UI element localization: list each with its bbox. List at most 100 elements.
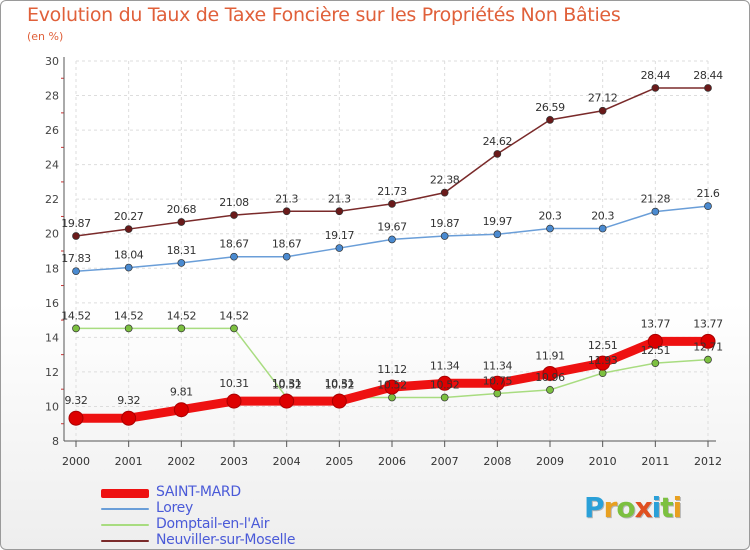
data-point: [437, 375, 453, 391]
x-tick-label: 2011: [641, 455, 669, 468]
data-label: 10.31: [272, 377, 302, 390]
data-label: 12.51: [641, 344, 671, 357]
data-point: [493, 150, 502, 158]
data-label: 14.52: [61, 309, 91, 322]
data-point: [72, 267, 80, 276]
data-point: [282, 252, 291, 261]
data-point: [335, 244, 344, 252]
data-label: 14.52: [219, 309, 249, 322]
data-point: [279, 393, 295, 409]
data-point: [282, 207, 291, 216]
data-point: [173, 402, 189, 418]
legend-label: Neuviller-sur-Moselle: [156, 532, 296, 548]
data-point: [651, 359, 660, 367]
data-point: [230, 211, 238, 219]
data-point: [68, 410, 84, 426]
legend-label: Lorey: [156, 500, 193, 516]
x-tick-label: 2002: [167, 455, 195, 468]
data-label: 13.77: [641, 317, 671, 330]
data-point: [704, 202, 712, 210]
x-tick-label: 2008: [483, 455, 511, 468]
data-label: 27.12: [588, 92, 618, 105]
data-point: [121, 410, 137, 426]
logo-letter: r: [603, 491, 618, 524]
data-point: [598, 224, 607, 233]
logo-letter: i: [651, 491, 662, 524]
y-tick-label: 24: [45, 159, 59, 172]
data-label: 10.52: [272, 378, 302, 391]
y-tick-label: 20: [45, 228, 59, 241]
chart-subtitle: (en %): [27, 30, 64, 43]
y-tick-label: 12: [45, 366, 59, 379]
data-point: [546, 386, 554, 394]
data-label: 11.93: [588, 354, 618, 367]
data-point: [651, 207, 660, 216]
data-label: 21.73: [377, 185, 407, 198]
data-point: [651, 84, 660, 92]
data-label: 11.34: [430, 359, 460, 372]
data-point: [177, 259, 186, 267]
data-point: [124, 324, 133, 333]
data-label: 10.52: [430, 378, 460, 391]
data-label: 10.31: [325, 377, 355, 390]
data-label: 18.04: [114, 249, 144, 262]
data-label: 10.52: [377, 378, 407, 391]
data-point: [700, 333, 716, 349]
data-label: 9.32: [117, 394, 140, 407]
data-point: [230, 252, 238, 261]
data-point: [704, 355, 712, 364]
y-tick-label: 10: [45, 400, 59, 413]
data-label: 21.6: [697, 187, 720, 200]
data-point: [384, 379, 400, 395]
legend-swatch: [101, 524, 149, 526]
data-label: 18.67: [219, 238, 249, 251]
data-point: [598, 106, 607, 115]
y-tick-label: 18: [45, 262, 59, 275]
x-tick-label: 2003: [220, 455, 248, 468]
data-point: [493, 230, 502, 239]
data-point: [440, 393, 449, 402]
data-label: 22.38: [430, 174, 460, 187]
data-point: [72, 324, 80, 333]
data-label: 10.31: [219, 377, 249, 390]
y-tick-label: 22: [45, 193, 59, 206]
data-point: [177, 218, 186, 226]
data-point: [704, 84, 712, 92]
data-label: 11.12: [377, 363, 407, 376]
data-point: [124, 263, 133, 272]
x-tick-label: 2009: [536, 455, 564, 468]
x-tick-label: 2005: [325, 455, 353, 468]
logo-letter: P: [584, 491, 605, 524]
legend-swatch: [101, 508, 149, 510]
data-label: 20.68: [167, 203, 197, 216]
data-point: [388, 393, 396, 402]
data-label: 19.87: [61, 217, 91, 230]
data-label: 20.3: [539, 210, 562, 223]
data-point: [489, 375, 505, 391]
y-tick-label: 14: [45, 331, 59, 344]
y-tick-label: 26: [45, 124, 59, 137]
data-label: 9.32: [65, 394, 88, 407]
x-tick-label: 2010: [589, 455, 617, 468]
data-point: [177, 324, 186, 333]
data-point: [72, 232, 80, 240]
data-label: 26.59: [535, 101, 565, 114]
data-point: [124, 225, 133, 233]
legend-swatch: [101, 540, 149, 542]
data-point: [546, 224, 554, 233]
data-point: [647, 333, 663, 349]
data-point: [542, 365, 558, 381]
legend-label: SAINT-MARD: [156, 484, 241, 500]
data-label: 21.08: [219, 196, 249, 209]
data-label: 19.67: [377, 220, 407, 233]
data-point: [440, 232, 449, 240]
y-tick-label: 28: [45, 90, 59, 103]
data-point: [335, 207, 344, 216]
data-point: [595, 355, 611, 371]
data-label: 21.3: [275, 192, 298, 205]
data-label: 14.52: [167, 309, 197, 322]
logo-letter: x: [634, 491, 653, 524]
y-tick-label: 30: [45, 55, 59, 68]
data-point: [546, 116, 554, 124]
